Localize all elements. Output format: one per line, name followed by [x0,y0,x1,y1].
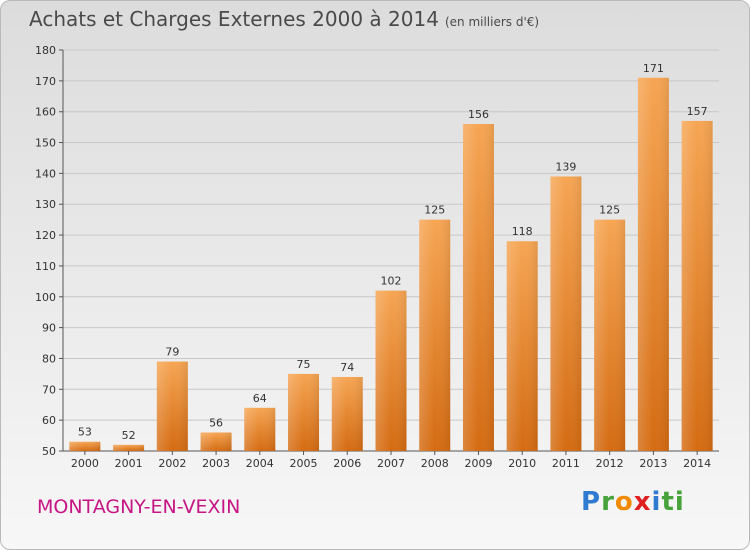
bar-value-label: 53 [78,426,92,439]
bar-layer [69,77,713,452]
bar-value-label: 74 [340,361,354,374]
y-tick-label: 90 [42,322,56,335]
y-tick-label: 130 [35,198,56,211]
x-tick-label: 2011 [552,457,580,470]
x-tick-label: 2001 [115,457,143,470]
logo-letter: o [614,487,634,517]
bar-value-label: 64 [253,392,267,405]
y-tick-label: 60 [42,414,56,427]
x-tick-label: 2000 [71,457,99,470]
axis-layer: 50 60 70 80 90 100 110 120 130 140 150 160 170 180 200… [35,44,719,470]
y-tick-label: 80 [42,352,56,365]
y-tick-label: 140 [35,167,56,180]
bar-shine [113,444,145,451]
bar-shine [156,361,188,451]
x-tick-label: 2007 [377,457,405,470]
x-tick-label: 2013 [639,457,667,470]
bar-value-label: 75 [297,358,311,371]
chart-title: Achats et Charges Externes 2000 à 2014 (e… [29,7,539,31]
x-tick-label: 2010 [508,457,536,470]
x-tick-label: 2014 [683,457,711,470]
x-tick-label: 2005 [290,457,318,470]
x-tick-label: 2012 [596,457,624,470]
bar-shine [550,176,582,451]
bar-value-label: 125 [599,204,620,217]
bar-shine [637,77,669,451]
logo-letter: x [633,487,652,517]
bar-value-label: 52 [122,429,136,442]
logo-letter: i [651,487,662,517]
bar-value-label: 125 [424,204,445,217]
logo-letter: P [581,487,602,517]
bar-shine [69,441,101,451]
bar-shine [288,373,320,451]
logo-letter: ti [661,487,685,517]
bar-shine [244,407,276,451]
y-tick-label: 150 [35,137,56,150]
bar-value-label: 171 [643,62,664,75]
chart-title-text: Achats et Charges Externes 2000 à 2014 [29,7,439,31]
bar-shine [594,219,626,451]
x-tick-label: 2008 [421,457,449,470]
x-tick-label: 2003 [202,457,230,470]
bar-shine [681,120,713,451]
chart-subtitle: (en milliers d'€) [444,15,540,29]
bar-value-label: 156 [468,108,489,121]
proxiti-logo: Proxiti [581,487,685,517]
x-tick-label: 2009 [464,457,492,470]
x-tick-label: 2002 [158,457,186,470]
bar-shine [375,290,407,451]
bar-shine [506,241,538,451]
bar-shine [200,432,232,451]
logo-letter: r [601,487,615,517]
bar-value-label: 118 [512,225,533,238]
label-layer: 53 52 79 56 64 75 74 102 125 156 118 139 125 171 157 [78,62,708,442]
y-tick-label: 120 [35,229,56,242]
bar-value-label: 102 [381,275,402,288]
y-tick-label: 180 [35,44,56,57]
bar-value-label: 56 [209,416,223,429]
bar-shine [462,124,494,452]
y-tick-label: 70 [42,383,56,396]
commune-name: MONTAGNY-EN-VEXIN [37,496,241,518]
y-tick-label: 50 [42,445,56,458]
y-tick-label: 170 [35,75,56,88]
x-tick-label: 2004 [246,457,274,470]
bar-shine [419,219,451,451]
bar-value-label: 79 [165,346,179,359]
y-tick-label: 100 [35,291,56,304]
bar-value-label: 139 [555,160,576,173]
y-tick-label: 160 [35,106,56,119]
bar-value-label: 157 [687,105,708,118]
y-tick-label: 110 [35,260,56,273]
x-tick-label: 2006 [333,457,361,470]
bar-shine [331,376,363,451]
